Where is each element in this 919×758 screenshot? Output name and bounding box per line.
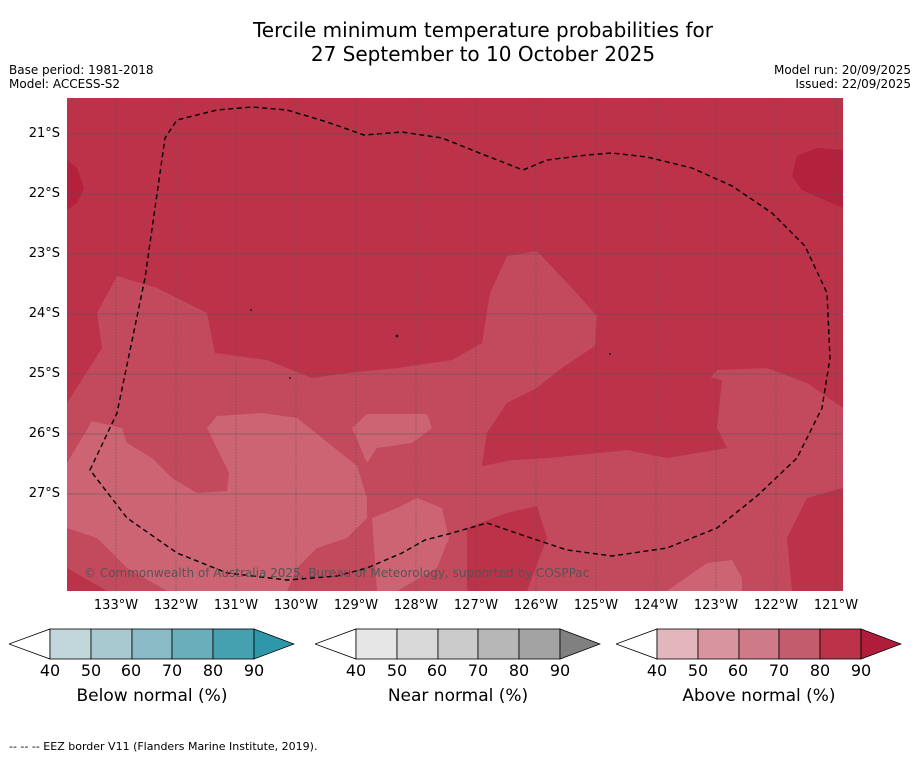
model-run: Model run: 20/09/2025 — [773, 63, 911, 77]
lon-label: 127°W — [453, 598, 499, 613]
region-above-80-sw — [67, 568, 107, 591]
colorbar-tick: 70 — [768, 661, 790, 680]
colorbar-tick: 50 — [80, 661, 102, 680]
colorbar-tick: 70 — [161, 661, 183, 680]
colorbar-tick: 80 — [202, 661, 224, 680]
region-above-80-se — [787, 488, 843, 591]
map-panel — [67, 98, 843, 591]
colorbar-tick: 60 — [120, 661, 142, 680]
region-above-90-west — [67, 160, 84, 210]
lat-label: 21°S — [28, 126, 60, 141]
colorbar-above-svg — [614, 628, 903, 660]
colorbar-above — [614, 628, 903, 660]
lon-label: 126°W — [513, 598, 559, 613]
region-above-80-south — [467, 506, 547, 591]
colorbar-below-segment-2 — [131, 628, 173, 660]
lon-label: 133°W — [93, 598, 139, 613]
colorbar-below-extend-low — [7, 628, 51, 660]
region-above-60-se — [667, 560, 742, 591]
lon-label: 130°W — [273, 598, 319, 613]
lat-label: 26°S — [28, 426, 60, 441]
eez-footnote: -- -- -- EEZ border V11 (Flanders Marine… — [9, 740, 318, 753]
colorbar-near-segment-4 — [518, 628, 561, 660]
base-period: Base period: 1981-2018 — [9, 63, 154, 77]
colorbar-below-segment-0 — [49, 628, 92, 660]
colorbar-above-extend-low — [614, 628, 658, 660]
colorbar-tick: 80 — [809, 661, 831, 680]
region-above-60-center — [352, 414, 432, 463]
island-markers — [250, 309, 611, 379]
colorbar-above-segment-4 — [819, 628, 862, 660]
colorbar-above-segment-3 — [778, 628, 821, 660]
colorbar-below-segment-4 — [212, 628, 255, 660]
lon-label: 122°W — [753, 598, 799, 613]
colorbar-near — [313, 628, 602, 660]
longitude-gridlines — [115, 98, 837, 591]
colorbar-tick: 90 — [243, 661, 265, 680]
lat-label: 24°S — [28, 306, 60, 321]
lat-label: 23°S — [28, 246, 60, 261]
colorbar-tick: 50 — [386, 661, 408, 680]
lon-label: 132°W — [153, 598, 199, 613]
region-above-80-center — [482, 346, 727, 466]
lat-label: 27°S — [28, 486, 60, 501]
colorbar-tick: 40 — [646, 661, 668, 680]
colorbar-tick: 40 — [345, 661, 367, 680]
lon-label: 128°W — [393, 598, 439, 613]
map-svg — [67, 98, 843, 591]
map-title: Tercile minimum temperature probabilitie… — [0, 18, 919, 66]
colorbar-below-svg — [7, 628, 296, 660]
lon-label: 131°W — [213, 598, 259, 613]
colorbar-tick: 60 — [727, 661, 749, 680]
colorbar-above-segment-1 — [697, 628, 740, 660]
colorbar-tick: 90 — [850, 661, 872, 680]
lon-label: 129°W — [333, 598, 379, 613]
colorbar-near-segment-1 — [396, 628, 439, 660]
lon-label: 121°W — [813, 598, 859, 613]
colorbar-tick: 50 — [687, 661, 709, 680]
colorbar-near-segment-0 — [355, 628, 398, 660]
lat-label: 22°S — [28, 186, 60, 201]
colorbar-tick: 60 — [426, 661, 448, 680]
colorbar-below-title: Below normal (%) — [76, 686, 228, 706]
colorbar-below — [7, 628, 296, 660]
title-line-2: 27 September to 10 October 2025 — [310, 42, 656, 66]
colorbar-near-extend-low — [313, 628, 357, 660]
colorbar-above-segment-0 — [656, 628, 699, 660]
region-above-60-west — [67, 413, 367, 591]
latitude-gridlines — [67, 133, 843, 495]
colorbar-tick: 70 — [467, 661, 489, 680]
issued-date: Issued: 22/09/2025 — [795, 77, 911, 91]
meta-left: Base period: 1981-2018 Model: ACCESS-S2 — [9, 63, 154, 91]
colorbar-above-segment-2 — [738, 628, 780, 660]
title-line-1: Tercile minimum temperature probabilitie… — [252, 18, 714, 42]
colorbar-near-segment-2 — [437, 628, 479, 660]
copyright-text: © Commonwealth of Australia 2025, Bureau… — [84, 566, 590, 580]
colorbar-above-extend-high — [860, 628, 903, 660]
colorbar-above-title: Above normal (%) — [682, 686, 836, 706]
colorbar-near-segment-3 — [477, 628, 520, 660]
model-name: Model: ACCESS-S2 — [9, 77, 121, 91]
colorbar-below-extend-high — [253, 628, 296, 660]
meta-right: Model run: 20/09/2025 Issued: 22/09/2025 — [774, 63, 911, 91]
lon-label: 124°W — [633, 598, 679, 613]
colorbar-near-extend-high — [559, 628, 602, 660]
lon-label: 123°W — [693, 598, 739, 613]
region-above-90-east — [792, 148, 843, 208]
colorbar-near-title: Near normal (%) — [387, 686, 529, 706]
colorbar-below-segment-3 — [171, 628, 214, 660]
colorbar-tick: 40 — [39, 661, 61, 680]
region-above-60-south — [372, 498, 449, 591]
colorbar-tick: 90 — [549, 661, 571, 680]
colorbar-near-svg — [313, 628, 602, 660]
eez-border — [89, 106, 831, 581]
colorbar-tick: 80 — [508, 661, 530, 680]
colorbar-below-segment-1 — [90, 628, 133, 660]
lat-label: 25°S — [28, 366, 60, 381]
lon-label: 125°W — [573, 598, 619, 613]
